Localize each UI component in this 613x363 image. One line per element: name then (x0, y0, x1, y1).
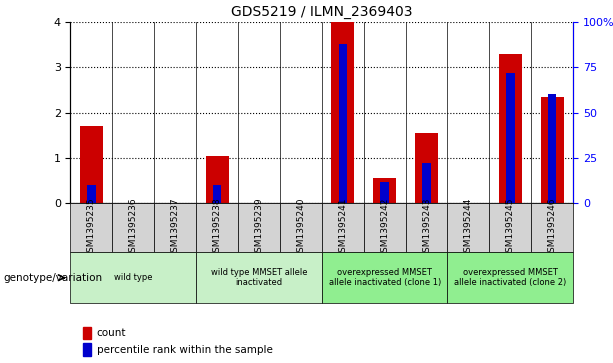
Bar (83, 343, 91, 356)
Text: percentile rank within the sample: percentile rank within the sample (97, 344, 272, 355)
Bar (499, 54, 522, 203)
Text: GSM1395240: GSM1395240 (296, 197, 305, 258)
Bar (338, 44, 347, 203)
Text: GSM1395238: GSM1395238 (213, 197, 222, 258)
Text: wild type MMSET allele
inactivated: wild type MMSET allele inactivated (211, 268, 307, 287)
Bar (280, 203, 322, 252)
Text: GSM1395244: GSM1395244 (464, 197, 473, 258)
Text: GSM1395236: GSM1395236 (129, 197, 138, 258)
Bar (70, 252, 196, 303)
Bar (322, 203, 364, 252)
Bar (415, 133, 438, 203)
Bar (70, 203, 112, 252)
Text: overexpressed MMSET
allele inactivated (clone 2): overexpressed MMSET allele inactivated (… (454, 268, 566, 287)
Text: GSM1395242: GSM1395242 (380, 197, 389, 258)
Text: genotype/variation: genotype/variation (3, 273, 102, 283)
Bar (196, 203, 238, 252)
Text: wild type: wild type (114, 273, 153, 282)
Text: count: count (97, 328, 126, 338)
Bar (447, 203, 489, 252)
Bar (196, 252, 322, 303)
Bar (322, 252, 447, 303)
Bar (80, 126, 103, 203)
Text: overexpressed MMSET
allele inactivated (clone 1): overexpressed MMSET allele inactivated (… (329, 268, 441, 287)
Bar (381, 182, 389, 203)
Title: GDS5219 / ILMN_2369403: GDS5219 / ILMN_2369403 (231, 5, 413, 19)
Bar (506, 73, 514, 203)
Text: GSM1395241: GSM1395241 (338, 197, 348, 258)
Bar (406, 203, 447, 252)
Bar (489, 203, 531, 252)
Bar (87, 185, 96, 203)
Bar (112, 203, 154, 252)
Text: GSM1395235: GSM1395235 (87, 197, 96, 258)
Bar (541, 97, 564, 203)
Bar (154, 203, 196, 252)
Text: GSM1395239: GSM1395239 (254, 197, 264, 258)
Bar (447, 252, 573, 303)
Bar (331, 22, 354, 203)
Text: GSM1395246: GSM1395246 (547, 197, 557, 258)
Text: GSM1395237: GSM1395237 (170, 197, 180, 258)
Bar (213, 185, 221, 203)
Text: GSM1395243: GSM1395243 (422, 197, 431, 258)
Bar (548, 94, 557, 203)
Text: GSM1395245: GSM1395245 (506, 197, 515, 258)
Bar (83, 327, 91, 339)
Bar (373, 178, 396, 203)
Bar (238, 203, 280, 252)
Bar (364, 203, 406, 252)
Bar (531, 203, 573, 252)
Bar (422, 163, 431, 203)
Bar (205, 156, 229, 203)
